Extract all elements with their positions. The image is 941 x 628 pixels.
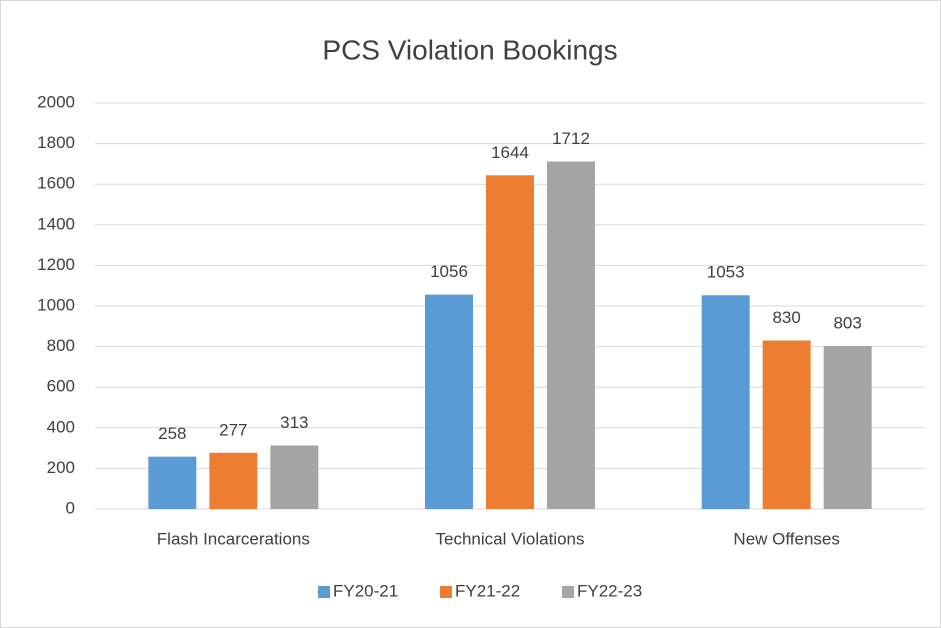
y-tick-label: 1600 <box>37 174 75 193</box>
data-label: 830 <box>772 308 800 327</box>
legend-label: FY22-23 <box>577 581 642 600</box>
legend-swatch <box>440 586 452 598</box>
bar <box>486 175 534 509</box>
y-tick-label: 800 <box>47 336 75 355</box>
data-label: 277 <box>219 420 247 439</box>
y-tick-label: 600 <box>47 377 75 396</box>
data-label: 1644 <box>491 143 529 162</box>
x-tick-label: Technical Violations <box>436 529 585 548</box>
data-label: 1053 <box>707 263 745 282</box>
y-tick-label: 0 <box>66 498 75 517</box>
y-tick-label: 400 <box>47 417 75 436</box>
legend-swatch <box>562 586 574 598</box>
x-tick-label: New Offenses <box>733 529 839 548</box>
legend-label: FY21-22 <box>455 581 520 600</box>
legend-label: FY20-21 <box>333 581 398 600</box>
bar <box>148 456 197 509</box>
data-label: 1056 <box>430 262 468 281</box>
chart-title: PCS Violation Bookings <box>322 34 617 65</box>
bar <box>270 445 319 509</box>
data-label: 258 <box>158 424 186 443</box>
bar <box>209 452 258 509</box>
y-tick-label: 1000 <box>37 295 75 314</box>
bar <box>762 340 811 509</box>
y-tick-label: 2000 <box>37 92 75 111</box>
data-label: 803 <box>833 313 861 332</box>
y-tick-label: 1800 <box>37 133 75 152</box>
legend-swatch <box>318 586 330 598</box>
bar <box>823 345 872 509</box>
bar <box>425 294 473 509</box>
x-tick-label: Flash Incarcerations <box>157 529 310 548</box>
bar <box>701 295 750 509</box>
data-label: 1712 <box>552 129 590 148</box>
y-tick-label: 200 <box>47 458 75 477</box>
y-tick-label: 1200 <box>37 255 75 274</box>
y-tick-label: 1400 <box>37 214 75 233</box>
data-label: 313 <box>280 413 308 432</box>
bar <box>547 161 595 510</box>
